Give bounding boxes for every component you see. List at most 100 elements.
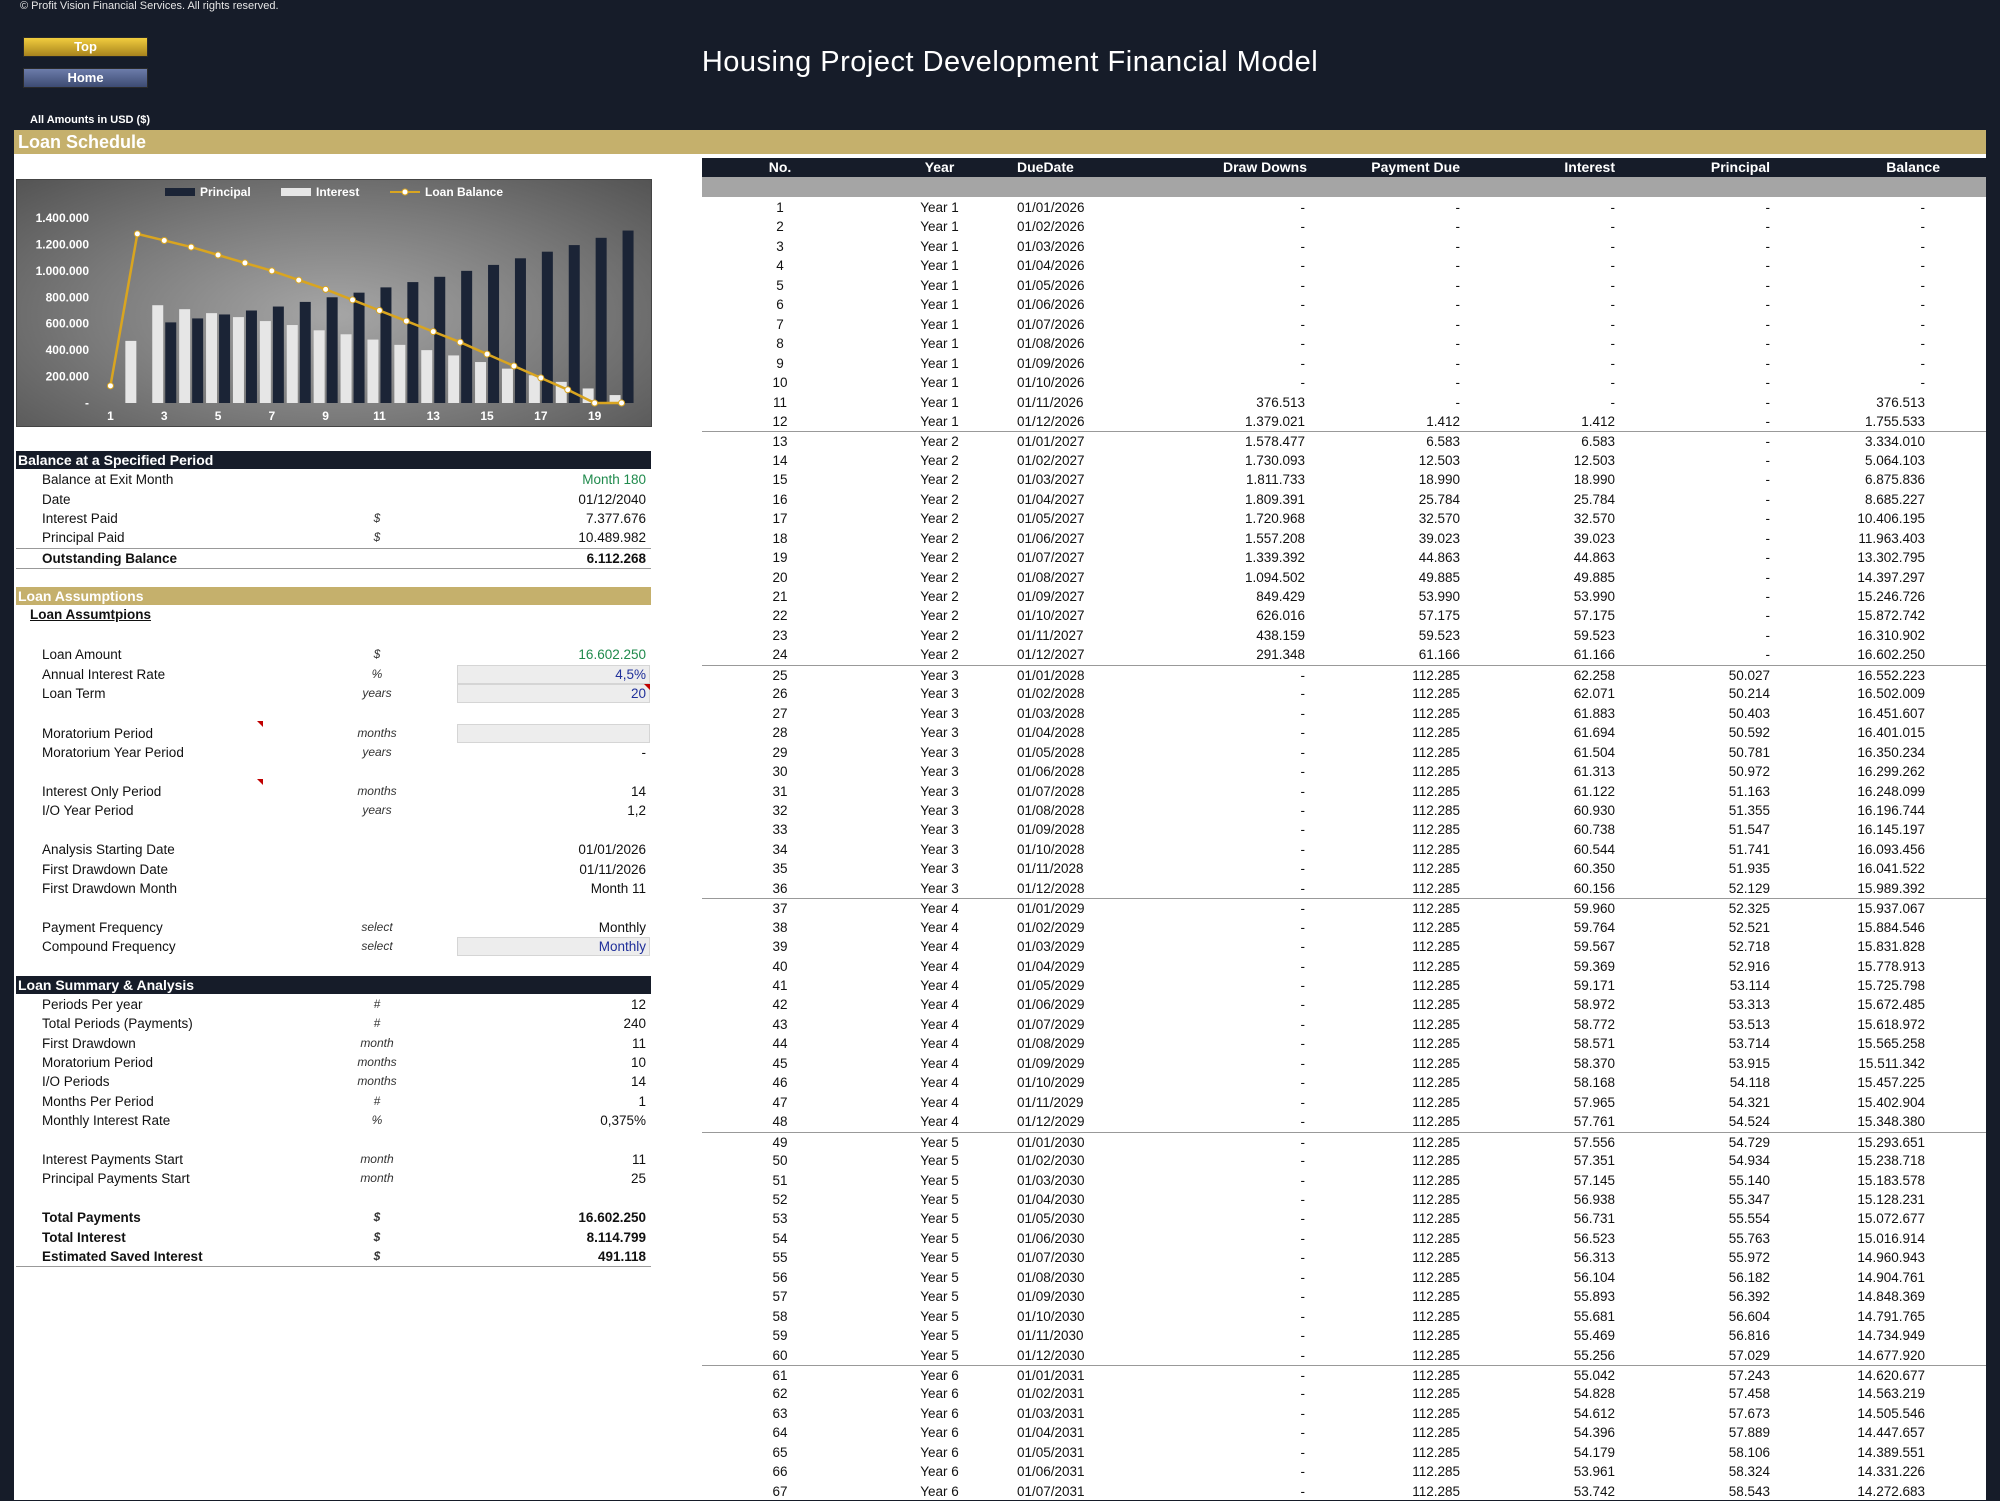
cell-principal: 53.915 bbox=[1728, 1055, 1770, 1071]
cell-year: Year 4 bbox=[920, 978, 959, 993]
summary-row: Principal Payments Start month 25 bbox=[16, 1169, 651, 1188]
cell-payment-due: 112.285 bbox=[1412, 1153, 1460, 1169]
cell-no: 38 bbox=[772, 919, 788, 935]
comment-marker-icon bbox=[257, 779, 263, 785]
table-row: 56 Year 5 01/08/2030 - 112.285 56.104 56.182 14… bbox=[702, 1268, 1986, 1287]
cell-year: Year 5 bbox=[920, 1191, 959, 1207]
cell-payment-due: 112.285 bbox=[1412, 725, 1460, 741]
cell-payment-due: 112.285 bbox=[1412, 1386, 1460, 1402]
cell-duedate: 01/10/2027 bbox=[1017, 608, 1085, 624]
table-row: 15 Year 2 01/03/2027 1.811.733 18.990 18.990 -… bbox=[702, 470, 1986, 489]
assumption-unit: select bbox=[361, 939, 393, 953]
cell-duedate: 01/05/2027 bbox=[1017, 511, 1085, 527]
cell-drawdowns: - bbox=[1300, 1055, 1306, 1071]
interest-bar bbox=[582, 388, 594, 403]
table-row: 43 Year 4 01/07/2029 - 112.285 58.772 53.513 15… bbox=[702, 1015, 1986, 1034]
cell-payment-due: 112.285 bbox=[1412, 1368, 1460, 1383]
cell-drawdowns: - bbox=[1300, 1094, 1306, 1110]
assumption-value: 1,2 bbox=[627, 803, 646, 818]
cell-balance: 10.406.195 bbox=[1857, 511, 1925, 527]
cell-no: 25 bbox=[772, 667, 788, 683]
cell-principal: 58.324 bbox=[1728, 1464, 1770, 1480]
assumption-input-box[interactable] bbox=[457, 684, 650, 703]
cell-payment-due: - bbox=[1455, 200, 1461, 215]
cell-payment-due: 112.285 bbox=[1412, 841, 1460, 857]
cell-year: Year 1 bbox=[920, 219, 959, 235]
home-button[interactable]: Home bbox=[23, 68, 148, 88]
cell-balance: - bbox=[1920, 336, 1926, 352]
assumption-unit: % bbox=[371, 667, 383, 681]
cell-balance: 15.457.225 bbox=[1857, 1075, 1925, 1091]
table-row: 5 Year 1 01/05/2026 - - - - - bbox=[702, 276, 1986, 295]
cell-drawdowns: 291.348 bbox=[1256, 647, 1305, 663]
assumption-input-box[interactable] bbox=[457, 665, 650, 684]
cell-payment-due: - bbox=[1455, 394, 1461, 410]
cell-principal: 51.355 bbox=[1728, 802, 1770, 818]
cell-year: Year 3 bbox=[920, 725, 959, 741]
cell-balance: - bbox=[1920, 316, 1926, 332]
cell-principal: - bbox=[1765, 627, 1771, 643]
cell-year: Year 2 bbox=[920, 608, 959, 624]
assumption-value: 01/11/2026 bbox=[579, 862, 646, 877]
cell-principal: - bbox=[1765, 219, 1771, 235]
cell-no: 56 bbox=[772, 1269, 788, 1285]
table-row: 51 Year 5 01/03/2030 - 112.285 57.145 55.140 15… bbox=[702, 1171, 1986, 1190]
cell-duedate: 01/09/2028 bbox=[1017, 822, 1085, 838]
cell-payment-due: 112.285 bbox=[1412, 705, 1460, 721]
summary-value: 12 bbox=[630, 997, 646, 1012]
assumption-value[interactable]: Monthly bbox=[598, 939, 646, 954]
cell-balance: 5.064.103 bbox=[1864, 452, 1925, 468]
cell-no: 57 bbox=[772, 1289, 788, 1305]
cell-year: Year 5 bbox=[920, 1134, 959, 1150]
loan-balance-point bbox=[618, 399, 626, 407]
assumption-input-box[interactable] bbox=[457, 724, 650, 743]
table-row: 10 Year 1 01/10/2026 - - - - - bbox=[702, 373, 1986, 392]
cell-year: Year 6 bbox=[920, 1464, 959, 1480]
x-tick-label: 9 bbox=[322, 409, 329, 423]
top-button[interactable]: Top bbox=[23, 37, 148, 57]
cell-interest: 56.731 bbox=[1573, 1211, 1615, 1227]
cell-principal: 55.347 bbox=[1728, 1191, 1770, 1207]
summary-label: Total Periods (Payments) bbox=[42, 1016, 193, 1031]
cell-balance: - bbox=[1920, 219, 1926, 235]
assumption-value: Monthly bbox=[598, 920, 646, 935]
cell-year: Year 2 bbox=[920, 491, 959, 507]
cell-duedate: 01/05/2031 bbox=[1017, 1444, 1085, 1460]
cell-year: Year 1 bbox=[920, 413, 959, 429]
cell-no: 43 bbox=[772, 1016, 788, 1032]
cell-payment-due: 112.285 bbox=[1412, 861, 1460, 877]
assumption-label: Loan Term bbox=[42, 686, 106, 701]
cell-no: 16 bbox=[772, 491, 788, 507]
assumption-value[interactable]: 4,5% bbox=[615, 667, 646, 682]
table-row: 17 Year 2 01/05/2027 1.720.968 32.570 32.570 -… bbox=[702, 509, 1986, 528]
loan-balance-point bbox=[133, 230, 141, 238]
cell-duedate: 01/01/2027 bbox=[1017, 434, 1085, 450]
cell-payment-due: 112.285 bbox=[1412, 822, 1460, 838]
cell-balance: 16.299.262 bbox=[1857, 764, 1925, 780]
balance-row-value: 01/12/2040 bbox=[578, 492, 646, 507]
loan-balance-point bbox=[537, 374, 545, 382]
summary-label: Periods Per year bbox=[42, 997, 143, 1012]
cell-balance: 16.350.234 bbox=[1857, 744, 1925, 760]
assumption-value[interactable]: 20 bbox=[630, 686, 646, 701]
x-tick-label: 19 bbox=[588, 409, 602, 423]
assumption-input-box[interactable] bbox=[457, 937, 650, 956]
loan-balance-point bbox=[483, 350, 491, 358]
cell-year: Year 2 bbox=[920, 472, 959, 488]
interest-bar bbox=[609, 395, 621, 403]
cell-duedate: 01/07/2031 bbox=[1017, 1483, 1085, 1499]
loan-balance-point bbox=[322, 285, 330, 293]
cell-duedate: 01/03/2031 bbox=[1017, 1405, 1085, 1421]
cell-principal: 54.729 bbox=[1728, 1134, 1770, 1150]
y-tick-label: 1.200.000 bbox=[36, 237, 90, 251]
cell-principal: 57.458 bbox=[1728, 1386, 1770, 1402]
cell-balance: 15.831.828 bbox=[1857, 939, 1925, 955]
cell-balance: 16.145.197 bbox=[1857, 822, 1925, 838]
table-row: 41 Year 4 01/05/2029 - 112.285 59.171 53.114 15… bbox=[702, 976, 1986, 995]
cell-year: Year 2 bbox=[920, 530, 959, 546]
cell-principal: - bbox=[1765, 336, 1771, 352]
cell-principal: 58.106 bbox=[1728, 1444, 1770, 1460]
header-duedate: DueDate bbox=[1017, 159, 1074, 175]
interest-bar bbox=[179, 309, 191, 403]
cell-duedate: 01/08/2030 bbox=[1017, 1269, 1085, 1285]
